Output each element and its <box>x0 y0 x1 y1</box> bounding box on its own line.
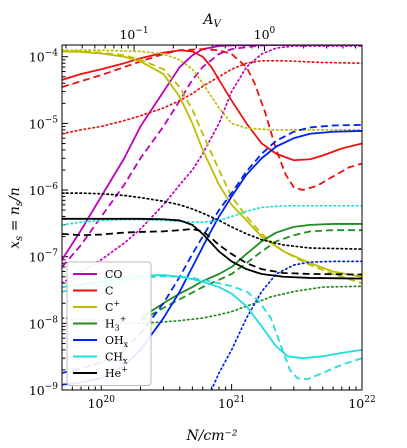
y-tick-label: 10−5 <box>29 115 58 131</box>
x-tick-label: 1021 <box>218 395 245 411</box>
x-tick-label: 1022 <box>348 395 375 411</box>
y-tick-label: 10−9 <box>29 382 58 398</box>
series-line-heplus-dotted <box>62 192 362 250</box>
series-line-co-dotted <box>62 45 362 285</box>
series-line-c-solid <box>62 49 362 162</box>
y-tick-label: 10−4 <box>29 49 58 65</box>
legend-label: C <box>105 285 113 298</box>
series-line-c-dotted <box>62 59 362 135</box>
series-line-cplus-dotted <box>62 49 362 131</box>
series-line-cplus-dashed <box>62 50 362 285</box>
x-axis-label: N/cm⁻² <box>185 428 237 444</box>
y-tick-label: 10−8 <box>29 315 58 331</box>
series-line-chx-dotted <box>62 204 362 226</box>
series-line-ohx-dashed <box>62 123 362 374</box>
legend-label: C+ <box>105 299 120 314</box>
plot-frame <box>61 44 363 391</box>
top-tick-label: 100 <box>254 26 276 42</box>
top-axis-label: AV <box>201 12 222 30</box>
x-tick-label: 1020 <box>88 395 116 411</box>
series-line-heplus-solid <box>62 217 362 280</box>
legend-label: OHx <box>105 334 129 349</box>
y-tick-label: 10−6 <box>29 182 58 198</box>
series-lines <box>62 45 362 390</box>
y-tick-label: 10−7 <box>29 249 58 265</box>
series-line-cplus-solid <box>62 50 362 278</box>
series-line-c-dashed <box>62 48 362 191</box>
series-line-ohx-dotted <box>210 260 362 390</box>
series-line-co-dashed <box>62 45 362 268</box>
series-line-h3plus-solid <box>140 223 362 319</box>
ticks-layer: 1020 1021 1022 10−9 10−8 10−7 10−6 10−5 10−4 10−1… <box>29 26 376 411</box>
legend-label: H3+ <box>105 315 126 333</box>
legend-label: He+ <box>105 365 128 380</box>
y-axis-label: xs = ns/n <box>7 187 25 249</box>
legend-box <box>66 261 152 386</box>
legend-label: CHx <box>105 351 128 366</box>
series-line-h3plus-dashed <box>140 229 362 322</box>
legend-label: CO <box>105 268 122 281</box>
top-tick-label: 10−1 <box>119 26 148 42</box>
